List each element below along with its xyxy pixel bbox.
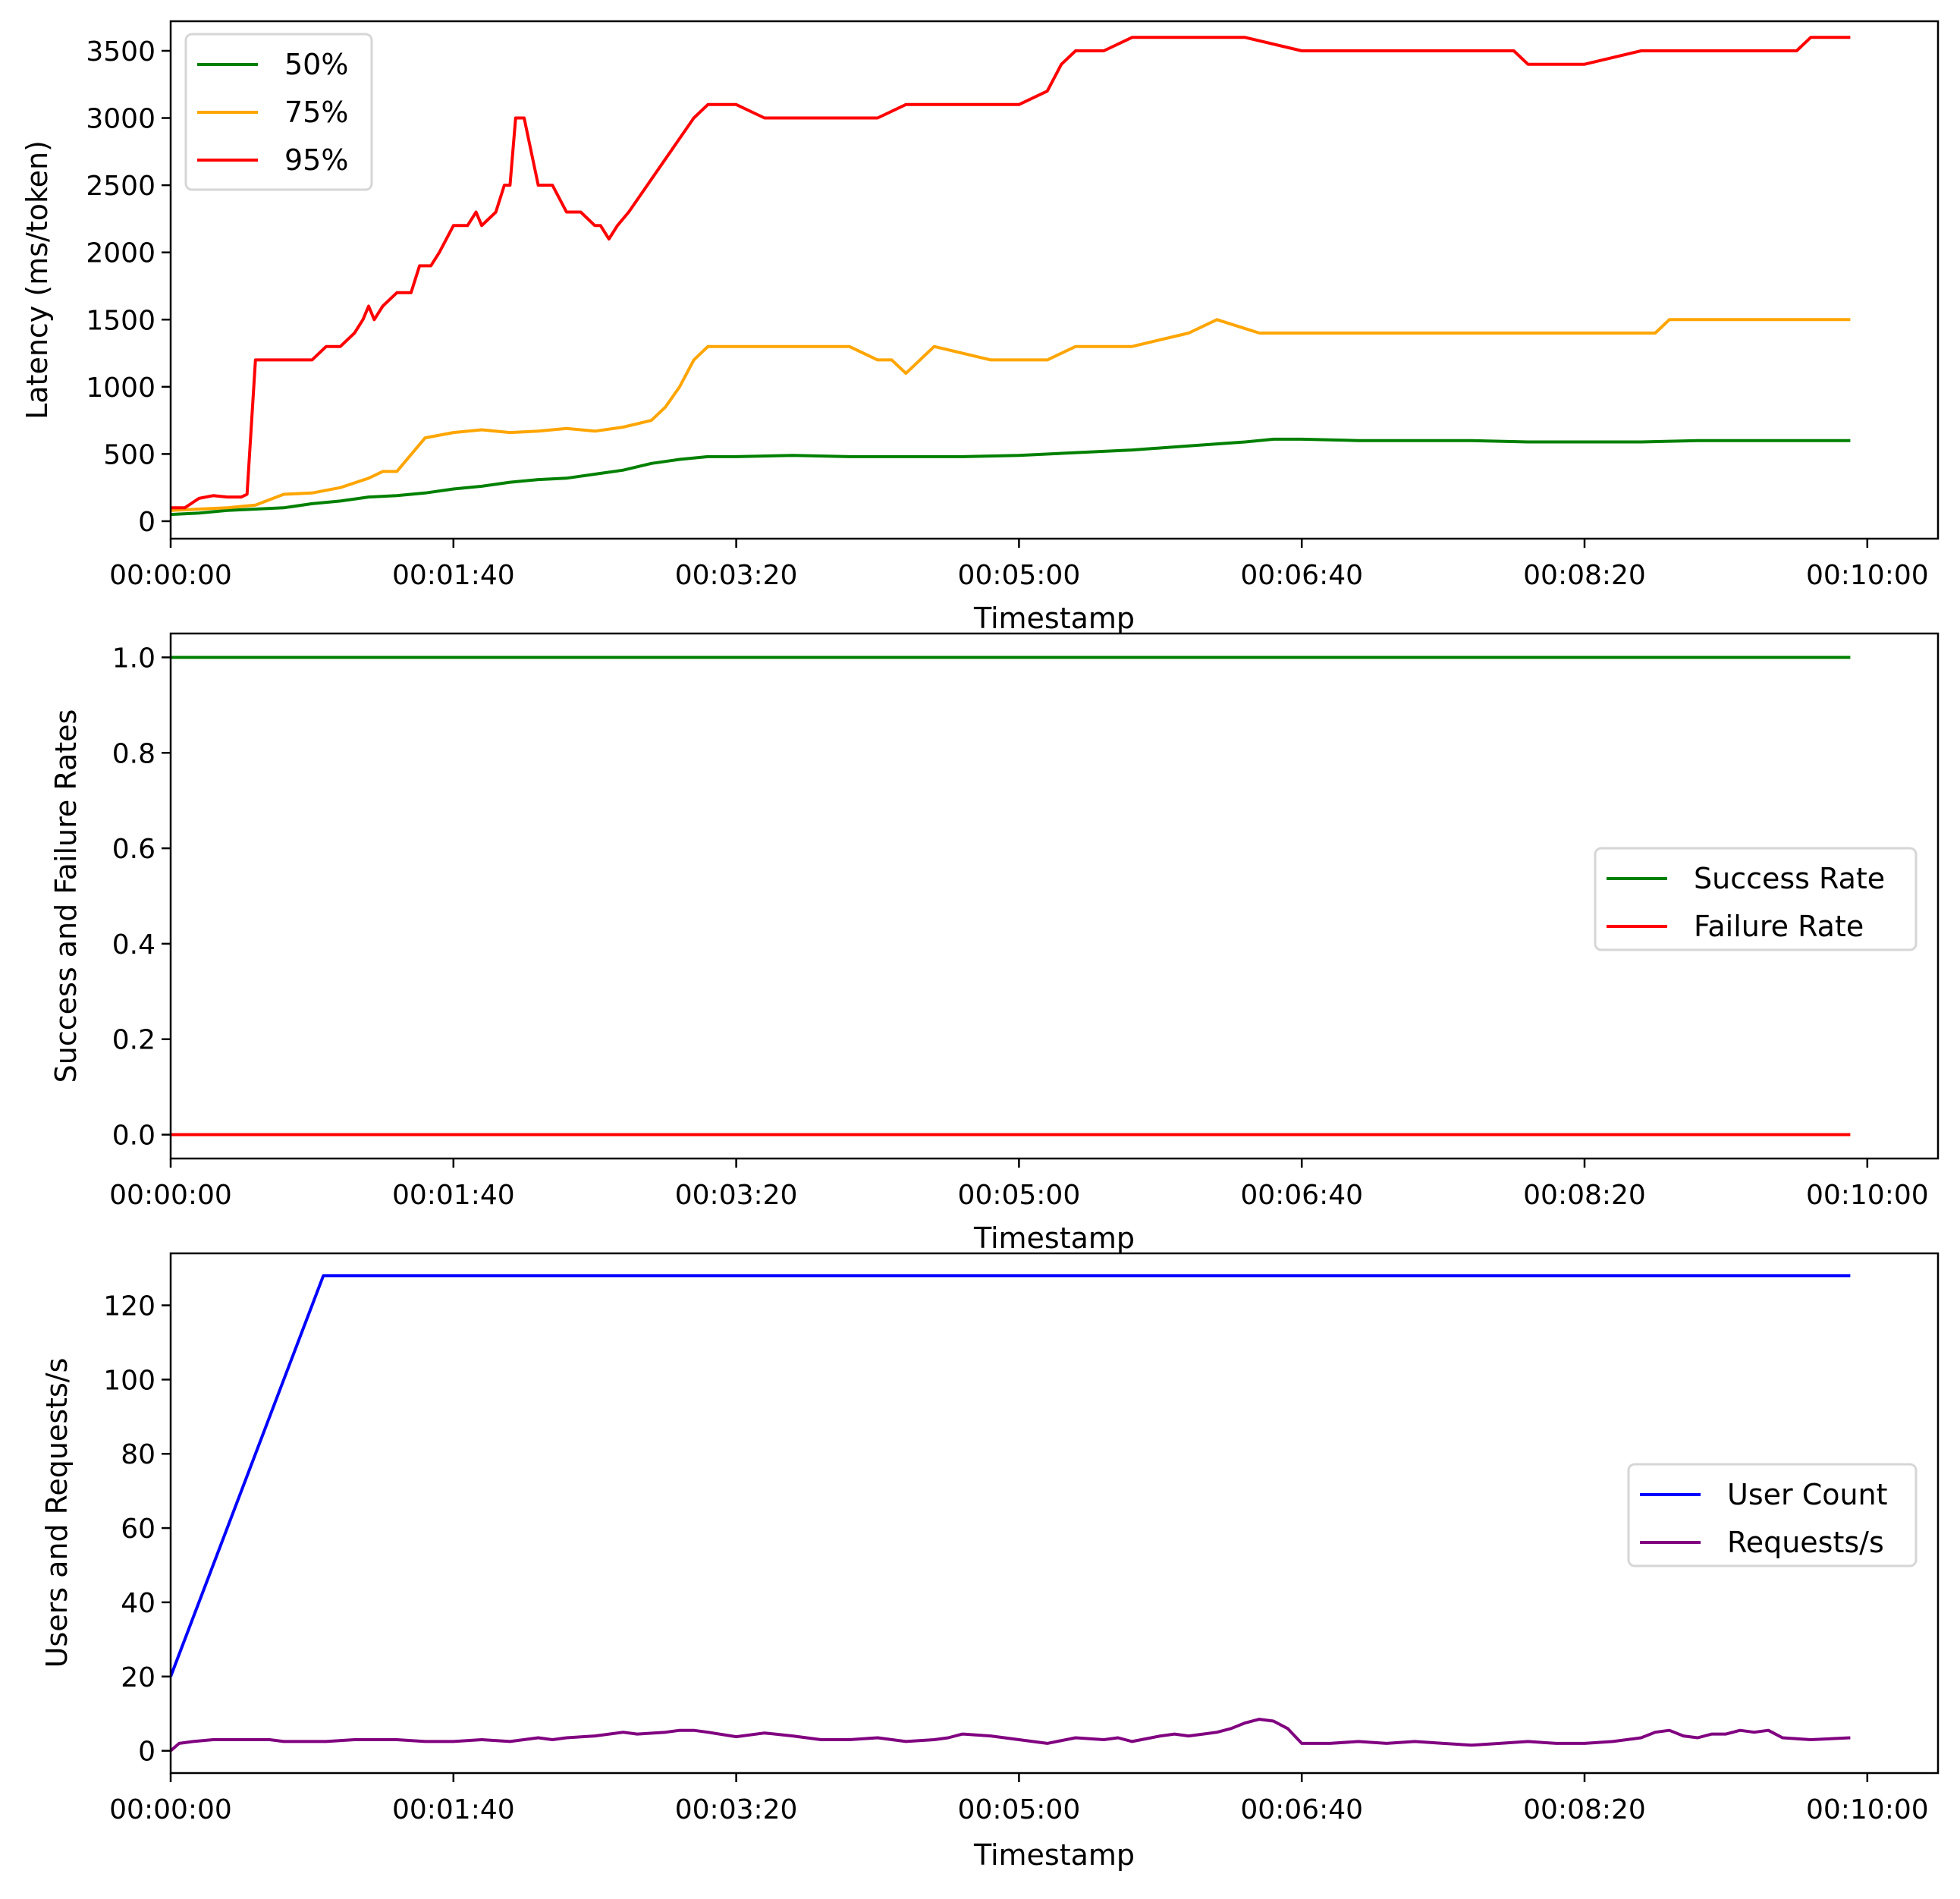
rates-y-axis-label: Success and Failure Rates — [49, 709, 83, 1083]
y-tick-label: 20 — [121, 1662, 155, 1693]
x-tick-label: 00:10:00 — [1806, 560, 1929, 591]
users-plot-frame — [169, 1252, 1940, 1775]
rates-legend: Success Rate Failure Rate — [1594, 847, 1918, 951]
x-tick-label: 00:06:40 — [1240, 1180, 1363, 1211]
x-tick-label: 00:05:00 — [958, 1180, 1081, 1211]
legend-label: Requests/s — [1727, 1526, 1884, 1559]
x-tick-label: 00:03:20 — [675, 1794, 798, 1825]
x-tick-label: 00:08:20 — [1523, 560, 1646, 591]
users-x-axis: 00:00:00 00:01:40 00:03:20 00:05:00 00:06:40… — [109, 1773, 1929, 1825]
legend-label: Failure Rate — [1694, 910, 1864, 943]
legend-label: Success Rate — [1694, 862, 1885, 895]
series-line-requests-s — [171, 1718, 1851, 1753]
y-tick-label: 2500 — [86, 171, 155, 202]
users-y-axis: 0 20 40 60 80 100 120 — [103, 1291, 171, 1768]
latency-legend: 50% 75% 95% — [184, 33, 373, 191]
legend-label: 75% — [284, 96, 348, 129]
series-line-50- — [171, 437, 1851, 517]
latency-x-axis-label: Timestamp — [973, 602, 1135, 635]
y-tick-label: 0 — [138, 507, 155, 538]
users-y-axis-label: Users and Requests/s — [40, 1358, 74, 1668]
x-tick-label: 00:00:00 — [109, 560, 232, 591]
x-tick-label: 00:10:00 — [1806, 1180, 1929, 1211]
y-tick-label: 0.0 — [112, 1121, 155, 1152]
x-tick-label: 00:01:40 — [392, 1180, 515, 1211]
y-tick-label: 1500 — [86, 305, 155, 336]
x-tick-label: 00:00:00 — [109, 1180, 232, 1211]
series-line-user-count — [171, 1274, 1851, 1677]
rates-plot-frame — [169, 632, 1940, 1160]
y-tick-label: 0 — [138, 1737, 155, 1768]
y-tick-label: 60 — [121, 1514, 155, 1545]
y-tick-label: 100 — [103, 1365, 155, 1396]
legend-label: 95% — [284, 143, 348, 177]
y-tick-label: 3500 — [86, 36, 155, 68]
x-tick-label: 00:06:40 — [1240, 1794, 1363, 1825]
x-tick-label: 00:01:40 — [392, 560, 515, 591]
y-tick-label: 3000 — [86, 104, 155, 135]
x-tick-label: 00:05:00 — [958, 1794, 1081, 1825]
y-tick-label: 1.0 — [112, 643, 155, 674]
y-tick-label: 0.8 — [112, 738, 155, 769]
y-tick-label: 40 — [121, 1588, 155, 1619]
rates-y-axis: 0.0 0.2 0.4 0.6 0.8 1.0 — [112, 643, 171, 1152]
legend-box — [1627, 1463, 1918, 1567]
y-tick-label: 80 — [121, 1439, 155, 1470]
y-tick-label: 1000 — [86, 373, 155, 404]
series-line-95- — [171, 36, 1851, 510]
x-tick-label: 00:03:20 — [675, 560, 798, 591]
legend-label: User Count — [1727, 1478, 1888, 1511]
users-legend: User Count Requests/s — [1627, 1463, 1918, 1567]
x-tick-label: 00:08:20 — [1523, 1794, 1646, 1825]
success-failure-chart: 0.0 0.2 0.4 0.6 0.8 1.0 00:00:00 00:01:40 00:03… — [49, 632, 1940, 1255]
users-series-lines — [171, 1274, 1851, 1753]
x-tick-label: 00:10:00 — [1806, 1794, 1929, 1825]
series-line-75- — [171, 318, 1851, 512]
x-tick-label: 00:01:40 — [392, 1794, 515, 1825]
rates-series-lines — [171, 656, 1851, 1137]
y-tick-label: 500 — [103, 439, 155, 470]
users-requests-chart: 0 20 40 60 80 100 120 00:00:00 00:01:40 00:03:20… — [40, 1252, 1940, 1872]
latency-y-axis-label: Latency (ms/token) — [20, 140, 54, 420]
y-tick-label: 120 — [103, 1291, 155, 1322]
legend-box — [184, 33, 373, 191]
x-tick-label: 00:08:20 — [1523, 1180, 1646, 1211]
y-tick-label: 2000 — [86, 238, 155, 269]
y-tick-label: 0.4 — [112, 929, 155, 961]
latency-series-lines — [171, 36, 1851, 517]
latency-plot-frame — [169, 20, 1940, 540]
latency-x-axis: 00:00:00 00:01:40 00:03:20 00:05:00 00:06:40… — [109, 539, 1929, 591]
y-tick-label: 0.2 — [112, 1025, 155, 1056]
x-tick-label: 00:00:00 — [109, 1794, 232, 1825]
rates-x-axis: 00:00:00 00:01:40 00:03:20 00:05:00 00:06:40… — [109, 1159, 1929, 1211]
x-tick-label: 00:03:20 — [675, 1180, 798, 1211]
rates-x-axis-label: Timestamp — [973, 1221, 1135, 1255]
x-tick-label: 00:05:00 — [958, 560, 1081, 591]
users-x-axis-label: Timestamp — [973, 1838, 1135, 1872]
legend-box — [1594, 847, 1918, 951]
legend-label: 50% — [284, 48, 348, 81]
y-tick-label: 0.6 — [112, 834, 155, 865]
x-tick-label: 00:06:40 — [1240, 560, 1363, 591]
latency-y-axis: 0 500 1000 1500 2000 2500 3000 3500 — [86, 36, 171, 538]
